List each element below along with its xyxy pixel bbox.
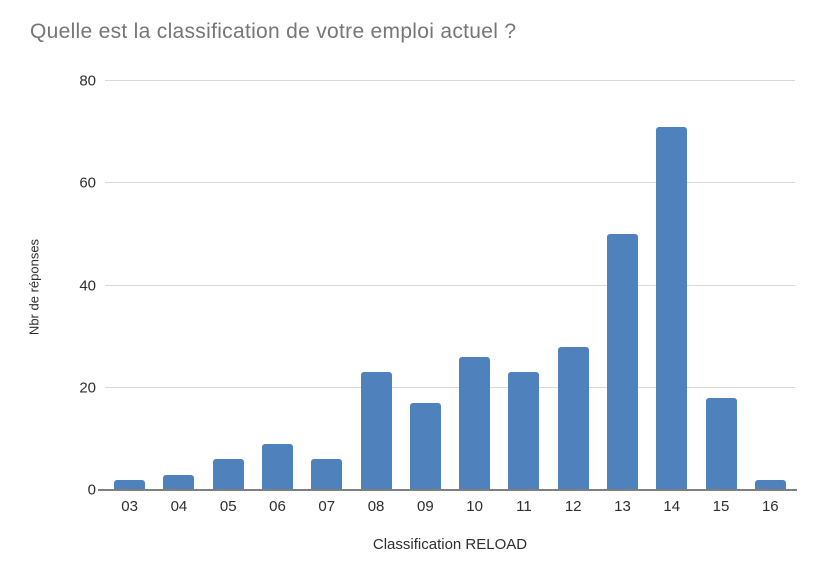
bars-row xyxy=(105,81,795,490)
bar-band xyxy=(549,81,598,490)
gridline xyxy=(105,80,795,81)
x-tick-label: 07 xyxy=(318,498,336,515)
x-tick-label: 15 xyxy=(712,498,730,515)
bar-band xyxy=(598,81,647,490)
bar-band xyxy=(647,81,696,490)
y-tick-label: 80 xyxy=(79,72,96,90)
bar-11 xyxy=(508,372,540,490)
x-tick-label: 03 xyxy=(121,498,138,515)
y-axis-title: Nbr de réponses xyxy=(26,238,42,336)
bar-band xyxy=(204,81,253,490)
bar-12 xyxy=(557,346,589,490)
bar-13 xyxy=(606,234,638,490)
bar-band xyxy=(499,81,548,490)
bar-band xyxy=(302,81,351,490)
bar-06 xyxy=(261,444,293,490)
bar-09 xyxy=(409,403,441,490)
bar-08 xyxy=(360,372,392,490)
x-tick-label: 10 xyxy=(466,498,483,515)
bar-05 xyxy=(212,459,244,490)
bar-07 xyxy=(311,459,343,490)
bar-band xyxy=(450,81,499,490)
gridline xyxy=(105,386,795,388)
y-tick-label: 0 xyxy=(87,481,96,499)
bar-band xyxy=(696,81,745,490)
bar-03 xyxy=(114,479,146,490)
bar-band xyxy=(105,81,154,490)
y-tick-label: 40 xyxy=(79,277,96,294)
gridline xyxy=(105,182,795,184)
bar-band xyxy=(401,81,450,490)
bar-04 xyxy=(163,474,195,490)
bar-band xyxy=(746,81,795,490)
bar-10 xyxy=(459,357,491,490)
x-axis-line xyxy=(98,489,797,491)
bar-15 xyxy=(705,397,737,490)
bar-band xyxy=(351,81,400,490)
plot-area: 0 20 40 60 80 xyxy=(79,74,797,498)
x-tick-label: 08 xyxy=(367,498,385,515)
x-tick-label: 06 xyxy=(269,498,286,515)
gridline xyxy=(105,284,795,286)
x-tick-label: 13 xyxy=(614,498,631,515)
x-tick-label: 12 xyxy=(564,498,582,515)
x-tick-label: 11 xyxy=(516,498,532,515)
y-tick-label: 20 xyxy=(79,379,96,397)
x-tick-label: 05 xyxy=(219,498,237,515)
x-axis-tick-labels: 03 04 05 06 07 08 09 10 11 12 13 14 15 16 xyxy=(105,498,795,515)
bar-14 xyxy=(656,127,688,490)
bar-band xyxy=(154,81,203,490)
x-tick-label: 14 xyxy=(663,498,681,515)
chart-title: Quelle est la classification de votre em… xyxy=(30,20,517,43)
bar-band xyxy=(253,81,302,490)
x-axis-title: Classification RELOAD xyxy=(372,536,528,553)
y-tick-label: 60 xyxy=(79,174,96,192)
x-tick-label: 16 xyxy=(761,498,779,515)
bar-16 xyxy=(754,479,786,490)
x-tick-label: 04 xyxy=(170,498,188,515)
x-tick-label: 09 xyxy=(416,498,434,515)
